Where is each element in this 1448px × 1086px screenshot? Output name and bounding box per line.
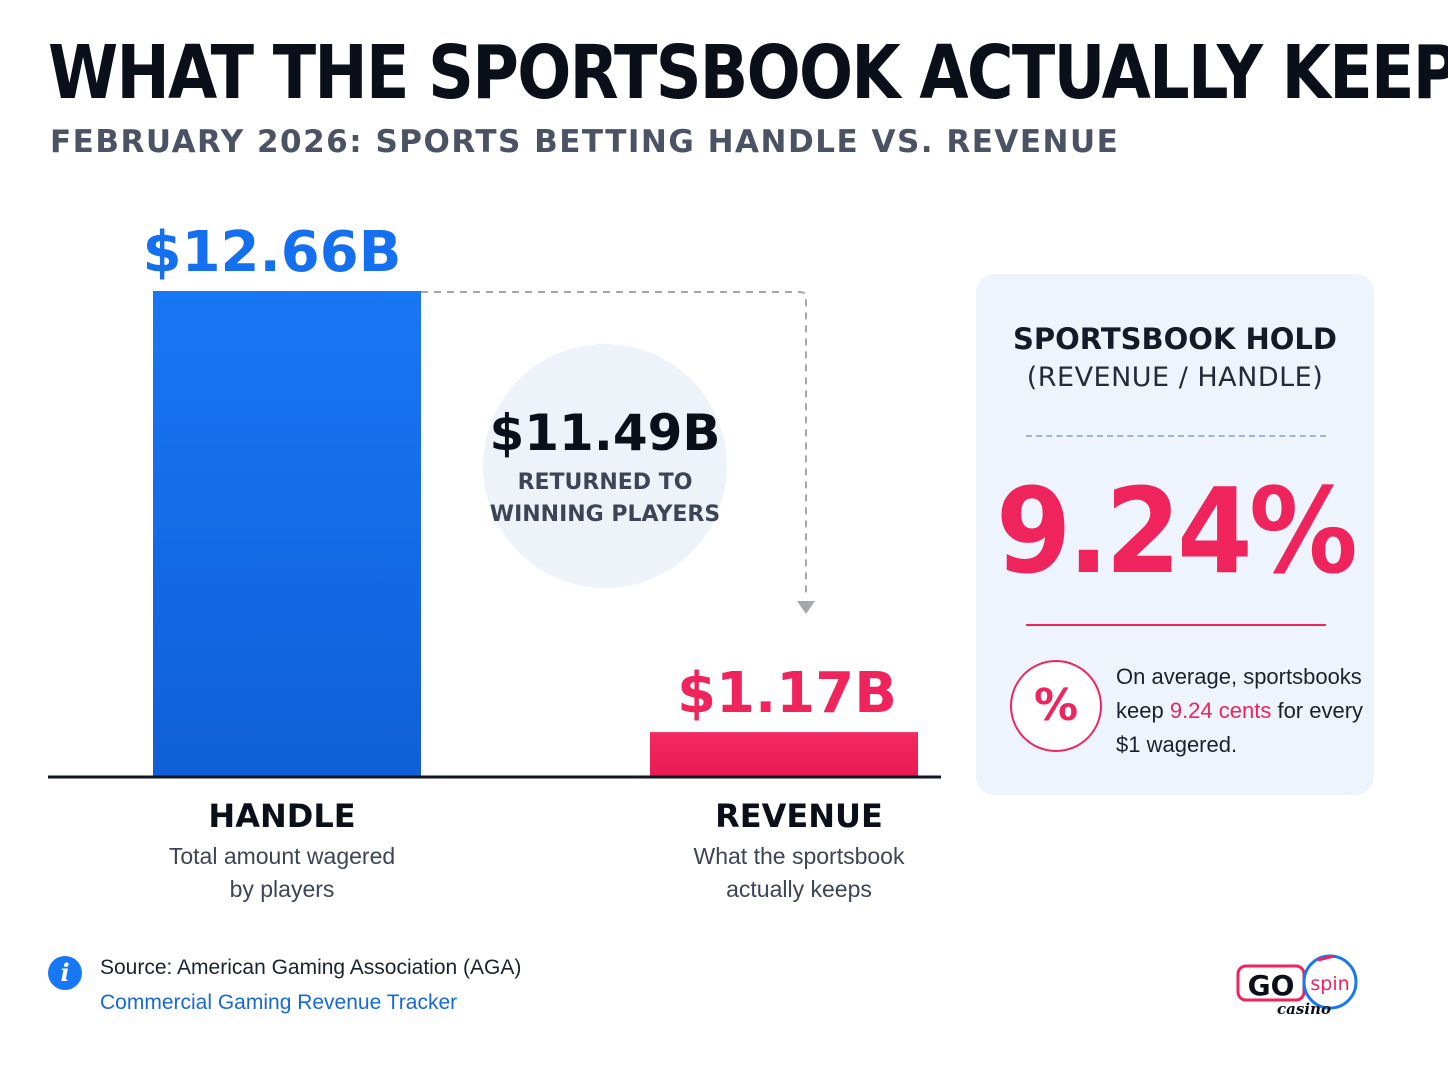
returned-caption-line: WINNING PLAYERS <box>490 502 720 527</box>
logo-casino-text: casino <box>1277 1000 1331 1018</box>
handle-bar <box>153 291 421 777</box>
panel-underline <box>1026 624 1326 626</box>
handle-description-line: Total amount wagered <box>169 843 395 869</box>
panel-divider <box>1026 435 1326 437</box>
revenue-description-line: actually keeps <box>726 876 872 902</box>
hold-panel: SPORTSBOOK HOLD (REVENUE / HANDLE) 9.24%… <box>976 274 1374 795</box>
revenue-bar <box>650 732 918 777</box>
logo-go-text: GO <box>1248 969 1295 1002</box>
note-highlight: 9.24 cents <box>1169 698 1272 723</box>
returned-value: $11.49B <box>489 404 720 462</box>
hold-explanation: On average, sportsbooks keep 9.24 cents … <box>1116 660 1366 762</box>
hold-title: SPORTSBOOK HOLD <box>1013 322 1337 356</box>
handle-description-line: by players <box>230 876 335 902</box>
info-icon: i <box>48 956 82 990</box>
connector-arrow-icon <box>797 601 815 614</box>
connector-dashed-line <box>421 291 807 596</box>
logo-spin-text: spin <box>1310 973 1349 995</box>
handle-category-label: HANDLE <box>208 797 355 835</box>
hold-percentage: 9.24% <box>995 462 1358 600</box>
note-text-start: On average, sportsbooks keep <box>1116 664 1362 723</box>
revenue-value-label: $1.17B <box>677 661 897 726</box>
page-title: WHAT THE SPORTSBOOK ACTUALLY KEEPS <box>48 30 1448 116</box>
source-link[interactable]: Commercial Gaming Revenue Tracker <box>100 991 458 1014</box>
page-subtitle: FEBRUARY 2026: SPORTS BETTING HANDLE VS.… <box>50 124 1120 160</box>
hold-formula: (REVENUE / HANDLE) <box>1026 362 1324 393</box>
source-text: Source: American Gaming Association (AGA… <box>100 956 522 979</box>
percent-icon: % <box>1010 660 1102 752</box>
returned-circle <box>483 344 727 588</box>
returned-caption-line: RETURNED TO <box>518 470 693 495</box>
gospin-casino-logo: GO spin casino <box>1236 954 1358 1018</box>
revenue-description-line: What the sportsbook <box>694 843 905 869</box>
handle-value-label: $12.66B <box>143 220 402 285</box>
bar-chart: $12.66B HANDLE Total amount wagered by play… <box>48 220 941 902</box>
revenue-category-label: REVENUE <box>715 797 883 835</box>
note-text-end: for every $1 wagered. <box>1116 698 1364 757</box>
